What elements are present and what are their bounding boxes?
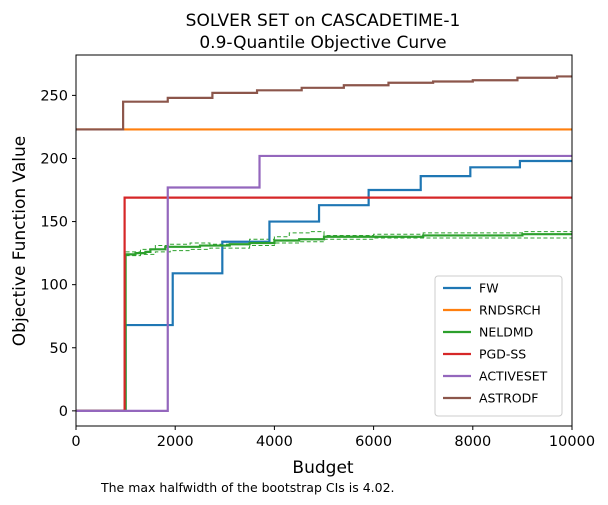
legend-label-activeset: ACTIVESET — [479, 369, 548, 384]
series-ci-overlay-astrodf — [76, 75, 572, 130]
y-tick-label: 100 — [40, 278, 68, 294]
x-tick-label: 10000 — [549, 434, 595, 450]
legend-label-rndsrch: RNDSRCH — [479, 303, 541, 318]
x-axis-ticks: 0 2000 4000 6000 8000 10000 — [71, 426, 595, 450]
series-lines — [76, 75, 572, 412]
y-tick-label: 50 — [50, 341, 68, 357]
ci-band-lower-neldmd — [125, 237, 572, 257]
x-tick-label: 2000 — [157, 434, 194, 450]
ci-band-upper-neldmd — [125, 231, 572, 253]
series-line-astrodf — [76, 75, 572, 131]
y-tick-label: 150 — [40, 215, 68, 231]
legend-label-fw: FW — [479, 281, 499, 296]
chart-title-group: SOLVER SET on CASCADETIME-1 0.9-Quantile… — [186, 11, 461, 53]
x-tick-label: 6000 — [355, 434, 392, 450]
series-ci-overlay-activeset — [76, 155, 572, 412]
y-axis-label: Objective Function Value — [10, 136, 30, 346]
y-tick-label: 250 — [40, 88, 68, 104]
x-axis-label: Budget — [292, 458, 353, 478]
series-ci-overlay-fw — [76, 160, 572, 412]
x-tick-label: 8000 — [454, 434, 491, 450]
chart-subtitle: 0.9-Quantile Objective Curve — [199, 33, 446, 53]
plot-frame — [75, 54, 573, 427]
confidence-bands — [125, 231, 572, 257]
ci-halfwidth-note: The max halfwidth of the bootstrap CIs i… — [100, 480, 395, 495]
legend-label-pgd-ss: PGD-SS — [479, 347, 526, 362]
y-tick-label: 200 — [40, 151, 68, 167]
x-tick-label: 4000 — [256, 434, 293, 450]
y-tick-label: 0 — [59, 404, 68, 420]
legend: FW RNDSRCH NELDMD PGD-SS ACTIVESET ASTRODF — [434, 275, 563, 417]
chart-title: SOLVER SET on CASCADETIME-1 — [186, 11, 461, 31]
y-axis-ticks: 0 50 100 150 200 250 — [40, 88, 76, 420]
legend-label-astrodf: ASTRODF — [479, 391, 538, 406]
series-ci-overlay-neldmd — [76, 233, 572, 412]
x-tick-label: 0 — [71, 434, 80, 450]
legend-label-neldmd: NELDMD — [479, 325, 533, 340]
